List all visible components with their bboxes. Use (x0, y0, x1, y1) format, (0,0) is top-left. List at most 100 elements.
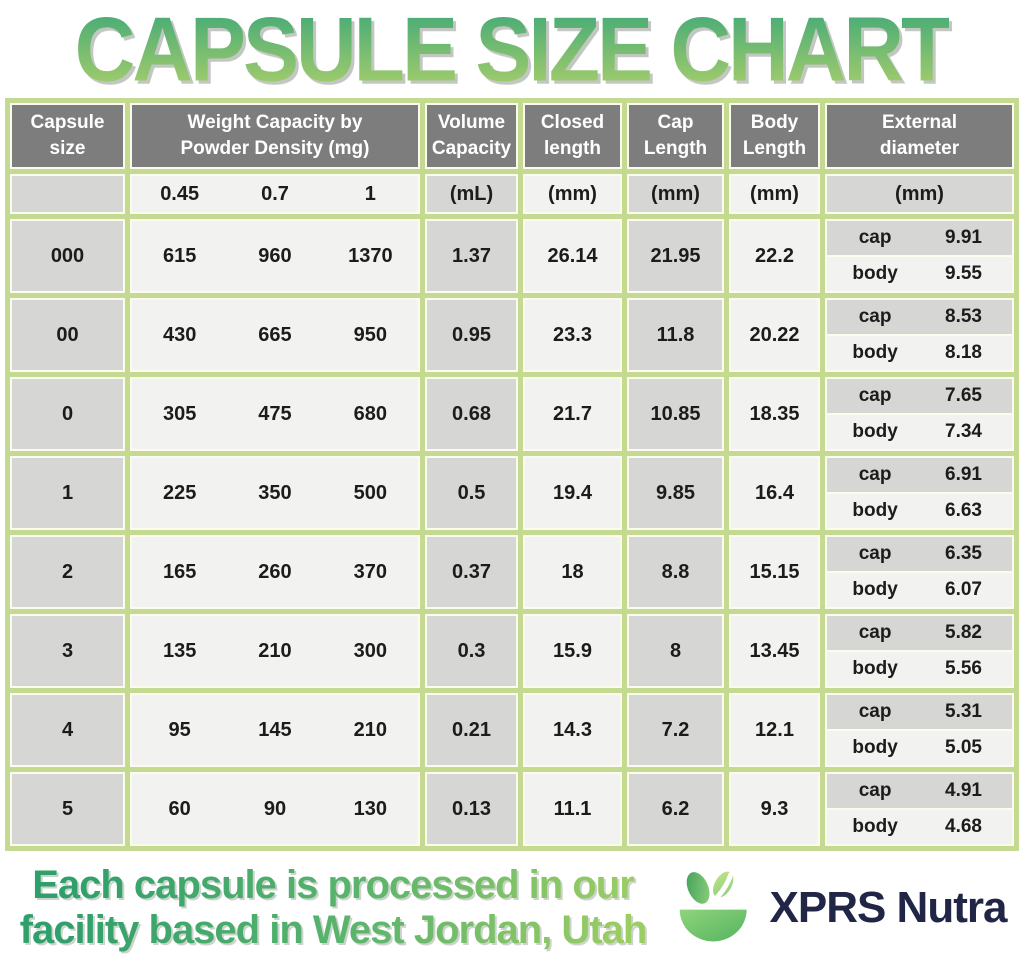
body-label: body (852, 421, 898, 442)
header-text: Cap (657, 112, 694, 134)
weight-cell: 615 960 1370 (130, 219, 420, 293)
body-label: body (852, 263, 898, 284)
body-length-cell: 20.22 (729, 298, 820, 372)
external-body-row: body 4.68 (827, 810, 1012, 844)
external-diameter-cell: cap 7.65 body 7.34 (825, 377, 1014, 451)
header-capsule-size: Capsule size (10, 103, 125, 169)
weight-07: 960 (258, 244, 292, 267)
body-diameter: 8.18 (945, 342, 982, 363)
external-diameter-cell: cap 5.82 body 5.56 (825, 614, 1014, 688)
capsule-size-cell: 2 (10, 535, 125, 609)
cap-label: cap (858, 464, 892, 485)
weight-045: 165 (162, 560, 197, 583)
external-body-row: body 6.07 (827, 573, 1012, 607)
page-title-wrap: CAPSULE SIZE CHART (0, 0, 1024, 99)
closed-length-cell: 14.3 (523, 693, 622, 767)
header-text: External (882, 112, 957, 134)
external-cap-row: cap 9.91 (827, 221, 1012, 257)
cap-length-cell: 11.8 (627, 298, 724, 372)
weight-1: 500 (353, 481, 388, 504)
external-body-row: body 9.55 (827, 257, 1012, 291)
capsule-size-cell: 1 (10, 456, 125, 530)
unit-external: (mm) (825, 174, 1014, 214)
external-diameter-cell: cap 8.53 body 8.18 (825, 298, 1014, 372)
external-body-row: body 6.63 (827, 494, 1012, 528)
weight-1: 300 (353, 639, 388, 662)
weight-cell: 430 665 950 (130, 298, 420, 372)
capsule-size-cell: 0 (10, 377, 125, 451)
brand-name: XPRS Nutra (769, 882, 1008, 932)
body-length-cell: 9.3 (729, 772, 820, 846)
weight-07: 145 (258, 718, 292, 741)
weight-cell: 225 350 500 (130, 456, 420, 530)
volume-cell: 0.37 (425, 535, 518, 609)
body-diameter: 4.68 (945, 816, 982, 837)
capsule-size-table: Capsule size Weight Capacity by Powder D… (5, 98, 1019, 851)
weight-cell: 95 145 210 (130, 693, 420, 767)
cap-label: cap (858, 385, 892, 406)
body-length-cell: 16.4 (729, 456, 820, 530)
external-cap-row: cap 7.65 (827, 379, 1012, 415)
density-045-label: 0.45 (160, 182, 200, 205)
volume-cell: 1.37 (425, 219, 518, 293)
facility-tagline: Each capsule is processed in our facilit… (8, 863, 658, 953)
unit-closed: (mm) (523, 174, 622, 214)
header-text: Weight Capacity by (187, 112, 363, 134)
body-label: body (852, 342, 898, 363)
cap-length-cell: 7.2 (627, 693, 724, 767)
header-text: Body (750, 112, 799, 134)
body-label: body (852, 500, 898, 521)
body-diameter: 6.07 (945, 579, 982, 600)
external-body-row: body 7.34 (827, 415, 1012, 449)
weight-045: 60 (168, 797, 191, 820)
body-diameter: 6.63 (945, 500, 982, 521)
header-text: Capacity (431, 138, 512, 159)
capsule-size-cell: 3 (10, 614, 125, 688)
header-text: Volume (437, 112, 506, 134)
cap-label: cap (858, 543, 892, 564)
volume-cell: 0.13 (425, 772, 518, 846)
closed-length-cell: 19.4 (523, 456, 622, 530)
tagline-line2: facility based in West Jordan, Utah (19, 907, 647, 952)
unit-volume: (mL) (425, 174, 518, 214)
weight-045: 615 (162, 244, 197, 267)
weight-045: 95 (168, 718, 191, 741)
closed-length-cell: 11.1 (523, 772, 622, 846)
closed-length-cell: 15.9 (523, 614, 622, 688)
weight-cell: 135 210 300 (130, 614, 420, 688)
volume-cell: 0.68 (425, 377, 518, 451)
volume-cell: 0.21 (425, 693, 518, 767)
body-label: body (852, 579, 898, 600)
closed-length-cell: 18 (523, 535, 622, 609)
weight-1: 680 (353, 402, 388, 425)
weight-cell: 305 475 680 (130, 377, 420, 451)
external-cap-row: cap 5.31 (827, 695, 1012, 731)
weight-07: 665 (258, 323, 292, 346)
header-text: length (544, 138, 601, 159)
header-text: Capsule size (30, 112, 105, 159)
unit-cap: (mm) (627, 174, 724, 214)
density-07-label: 0.7 (261, 182, 289, 205)
cap-label: cap (858, 306, 892, 327)
weight-045: 225 (162, 481, 197, 504)
cap-diameter: 5.31 (945, 701, 982, 722)
body-diameter: 5.56 (945, 658, 982, 679)
cap-length-cell: 10.85 (627, 377, 724, 451)
unit-densities: 0.45 0.7 1 (130, 174, 420, 214)
external-cap-row: cap 6.91 (827, 458, 1012, 494)
header-closed-length: Closed length (523, 103, 622, 169)
cap-diameter: 6.35 (945, 543, 982, 564)
weight-1: 1370 (348, 244, 393, 267)
external-body-row: body 5.05 (827, 731, 1012, 765)
body-length-cell: 22.2 (729, 219, 820, 293)
body-length-cell: 18.35 (729, 377, 820, 451)
weight-1: 370 (353, 560, 388, 583)
body-length-cell: 12.1 (729, 693, 820, 767)
weight-07: 210 (258, 639, 292, 662)
closed-length-cell: 26.14 (523, 219, 622, 293)
cap-diameter: 4.91 (945, 780, 982, 801)
brand-lockup: XPRS Nutra (658, 862, 1016, 954)
body-diameter: 9.55 (945, 263, 982, 284)
closed-length-cell: 23.3 (523, 298, 622, 372)
weight-045: 430 (162, 323, 197, 346)
